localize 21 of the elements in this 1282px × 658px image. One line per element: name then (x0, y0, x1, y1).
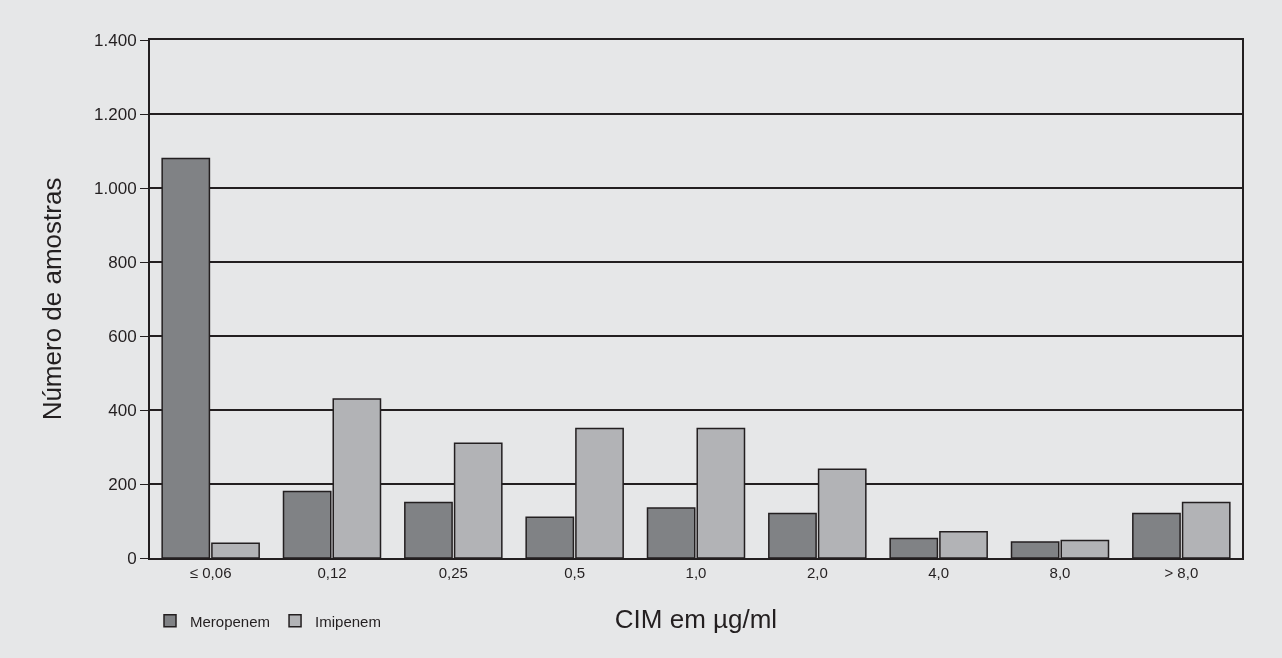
x-tick-label: 0,5 (564, 564, 586, 581)
x-tick-label: 2,0 (806, 564, 828, 581)
x-tick-label: 4,0 (928, 564, 950, 581)
x-tick-label: ≤ 0,06 (189, 564, 232, 581)
y-tick-label: 1.200 (94, 104, 137, 124)
y-tick-label: 1.400 (94, 30, 137, 50)
x-tick-label: 1,0 (685, 564, 707, 581)
x-tick-label: > 8,0 (1164, 564, 1199, 581)
x-tick-label: 0,12 (317, 564, 347, 581)
y-tick-label: 200 (108, 474, 137, 494)
x-tick-label: 8,0 (1049, 564, 1071, 581)
x-tick-label: 0,25 (438, 564, 468, 581)
y-tick-label: 1.000 (94, 178, 137, 198)
y-tick-label: 600 (108, 326, 137, 346)
y-tick-label: 0 (127, 548, 137, 568)
y-axis-title: Número de amostras (36, 177, 67, 421)
legend-label: Imipenem (315, 612, 381, 630)
legend-label: Meropenem (190, 612, 271, 630)
y-tick-label: 400 (108, 400, 137, 420)
x-axis-title: CIM em µg/ml (614, 604, 778, 635)
y-tick-label: 800 (108, 252, 137, 272)
